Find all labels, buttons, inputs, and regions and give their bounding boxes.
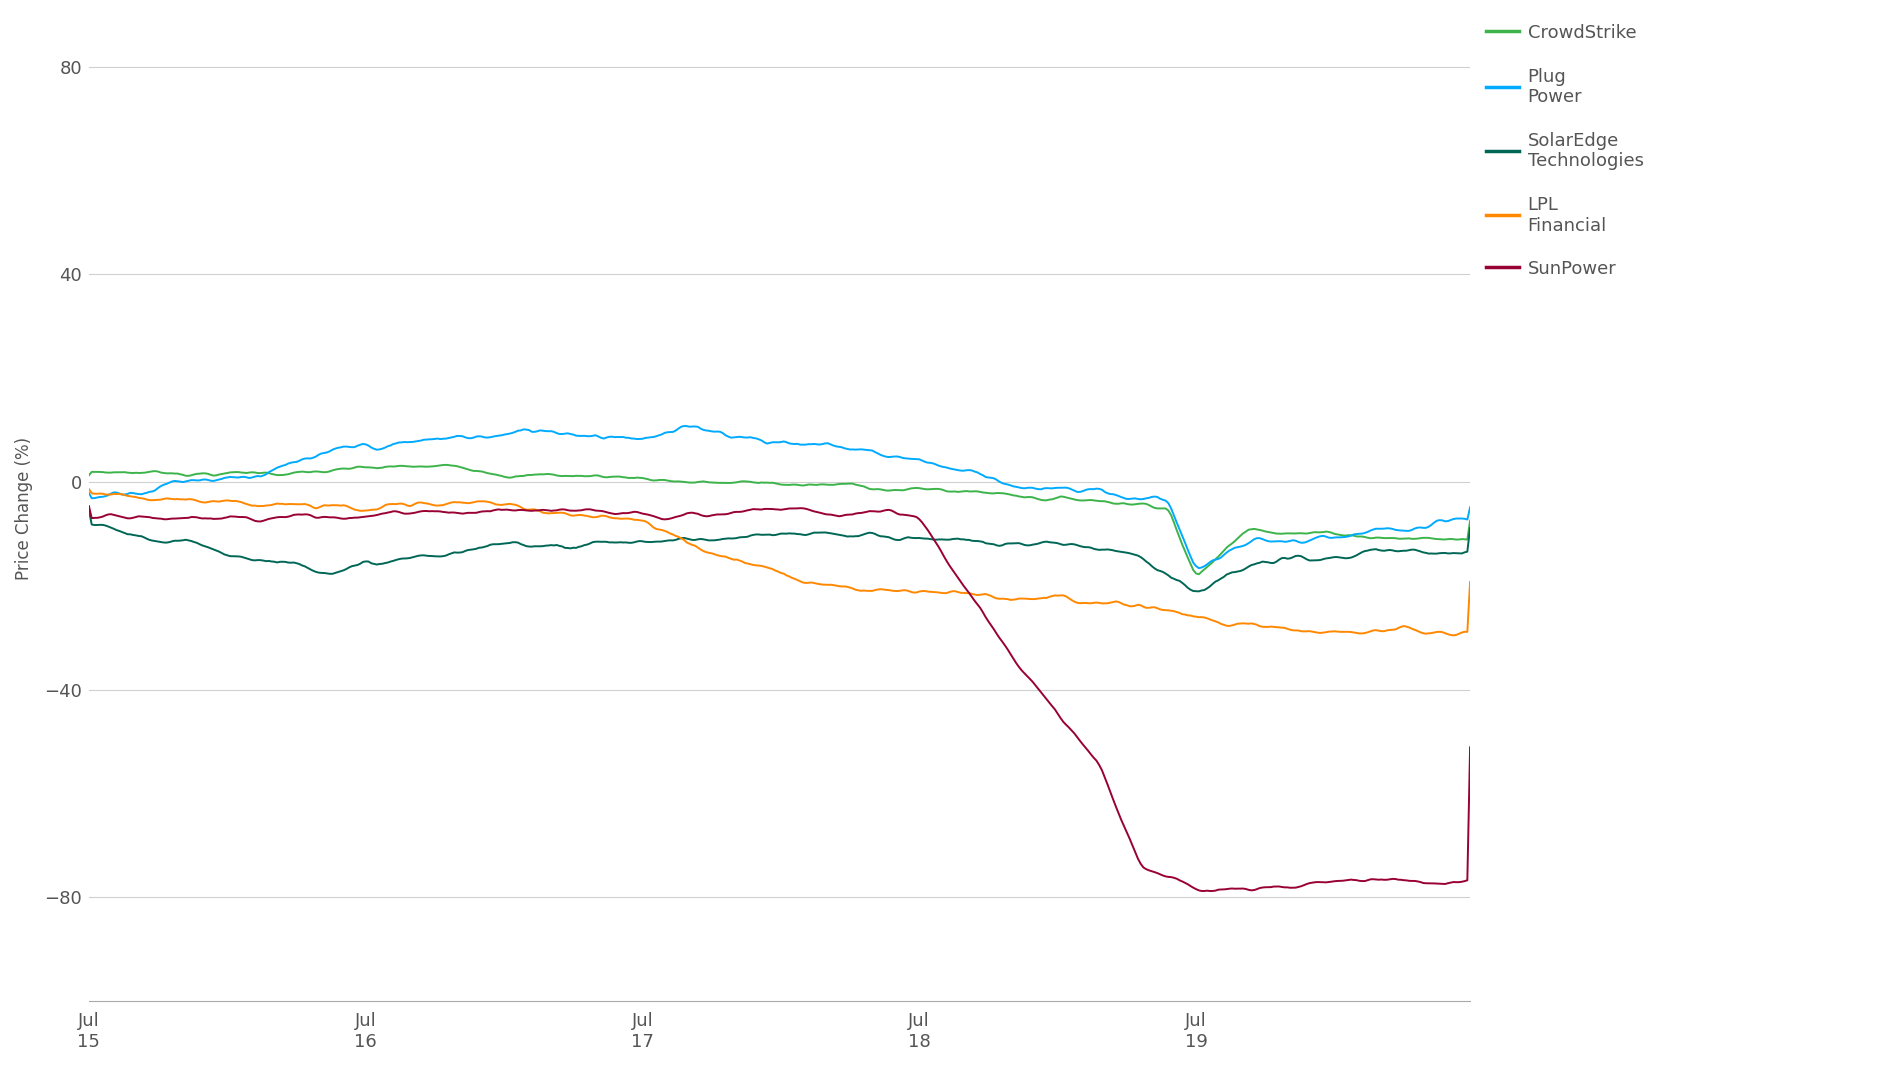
CrowdStrike: [1431, 533, 1454, 546]
SunPower: [825, 510, 848, 522]
LPL
Financial: [78, 483, 100, 496]
SolarEdge
Technologies: [78, 504, 100, 517]
Legend: CrowdStrike, Plug
Power, SolarEdge
Technologies, LPL
Financial, SunPower: CrowdStrike, Plug Power, SolarEdge Techn…: [1486, 25, 1644, 278]
Plug
Power: [78, 486, 100, 499]
CrowdStrike: [902, 482, 925, 495]
Plug
Power: [1215, 546, 1238, 559]
Line: CrowdStrike: CrowdStrike: [89, 465, 1469, 575]
CrowdStrike: [1215, 542, 1238, 554]
SunPower: [1198, 885, 1221, 898]
Line: SolarEdge
Technologies: SolarEdge Technologies: [89, 511, 1469, 592]
SolarEdge
Technologies: [1187, 585, 1210, 598]
CrowdStrike: [78, 469, 100, 482]
Plug
Power: [673, 420, 696, 433]
Line: LPL
Financial: LPL Financial: [89, 489, 1469, 635]
SunPower: [899, 510, 921, 522]
SolarEdge
Technologies: [734, 531, 757, 544]
LPL
Financial: [1210, 617, 1232, 630]
LPL
Financial: [1426, 626, 1449, 639]
Plug
Power: [736, 431, 758, 443]
SolarEdge
Technologies: [741, 529, 764, 542]
Plug
Power: [1458, 501, 1481, 514]
SunPower: [741, 503, 764, 516]
SunPower: [78, 500, 100, 513]
CrowdStrike: [1458, 514, 1481, 527]
CrowdStrike: [829, 478, 851, 490]
CrowdStrike: [1187, 568, 1210, 581]
LPL
Financial: [1458, 576, 1481, 588]
LPL
Financial: [825, 579, 848, 592]
CrowdStrike: [434, 458, 457, 471]
LPL
Financial: [1443, 629, 1466, 642]
Plug
Power: [902, 453, 925, 466]
SunPower: [1458, 741, 1481, 754]
LPL
Financial: [734, 556, 757, 569]
SolarEdge
Technologies: [1428, 547, 1450, 560]
Plug
Power: [745, 432, 768, 445]
Plug
Power: [829, 440, 851, 453]
CrowdStrike: [745, 477, 768, 489]
CrowdStrike: [736, 475, 758, 488]
SolarEdge
Technologies: [825, 528, 848, 540]
LPL
Financial: [899, 585, 921, 598]
Plug
Power: [1431, 514, 1454, 527]
Y-axis label: Price Change (%): Price Change (%): [15, 436, 32, 580]
SolarEdge
Technologies: [899, 531, 921, 544]
SolarEdge
Technologies: [1458, 521, 1481, 534]
LPL
Financial: [741, 559, 764, 571]
SolarEdge
Technologies: [1212, 570, 1234, 583]
Plug
Power: [1187, 562, 1210, 575]
SunPower: [734, 504, 757, 517]
Line: Plug
Power: Plug Power: [89, 426, 1469, 568]
Line: SunPower: SunPower: [89, 506, 1469, 891]
SunPower: [1212, 883, 1234, 895]
SunPower: [1428, 877, 1450, 890]
